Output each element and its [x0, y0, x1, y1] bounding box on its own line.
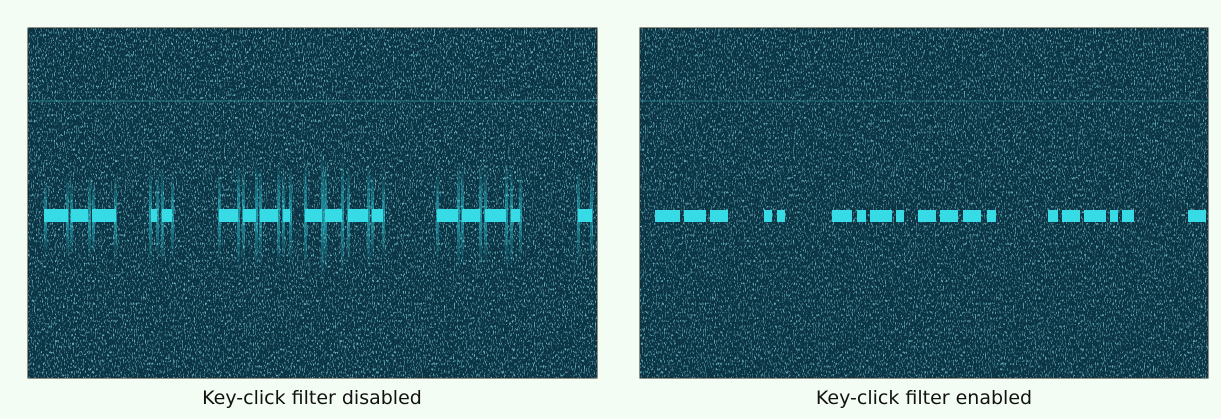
caption: Key-click filter enabled	[816, 387, 1032, 409]
waterfall-disabled	[27, 27, 598, 379]
waterfall-enabled	[639, 27, 1209, 379]
caption: Key-click filter disabled	[202, 387, 422, 409]
